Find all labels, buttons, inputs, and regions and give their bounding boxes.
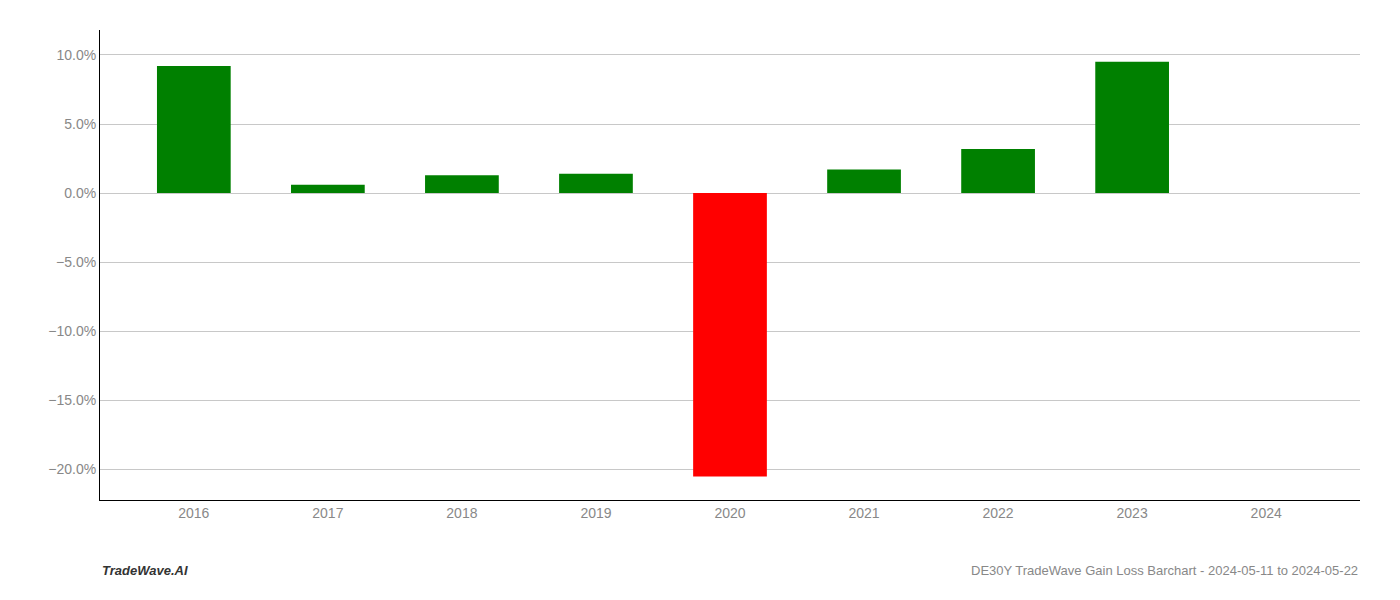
svg-text:TradeWave.AI: TradeWave.AI	[102, 563, 188, 578]
svg-text:0.0%: 0.0%	[64, 185, 96, 201]
svg-text:2017: 2017	[312, 505, 343, 521]
svg-text:2021: 2021	[848, 505, 879, 521]
svg-text:−10.0%: −10.0%	[48, 323, 96, 339]
svg-text:2023: 2023	[1117, 505, 1148, 521]
svg-text:2024: 2024	[1251, 505, 1282, 521]
svg-text:2016: 2016	[178, 505, 209, 521]
svg-text:2019: 2019	[580, 505, 611, 521]
svg-text:−20.0%: −20.0%	[48, 461, 96, 477]
svg-text:10.0%: 10.0%	[56, 47, 96, 63]
svg-text:5.0%: 5.0%	[64, 116, 96, 132]
svg-text:2022: 2022	[983, 505, 1014, 521]
svg-text:2020: 2020	[714, 505, 745, 521]
svg-text:−5.0%: −5.0%	[56, 254, 96, 270]
svg-text:2018: 2018	[446, 505, 477, 521]
svg-text:DE30Y TradeWave Gain Loss Barc: DE30Y TradeWave Gain Loss Barchart - 202…	[971, 563, 1358, 578]
svg-text:−15.0%: −15.0%	[48, 392, 96, 408]
